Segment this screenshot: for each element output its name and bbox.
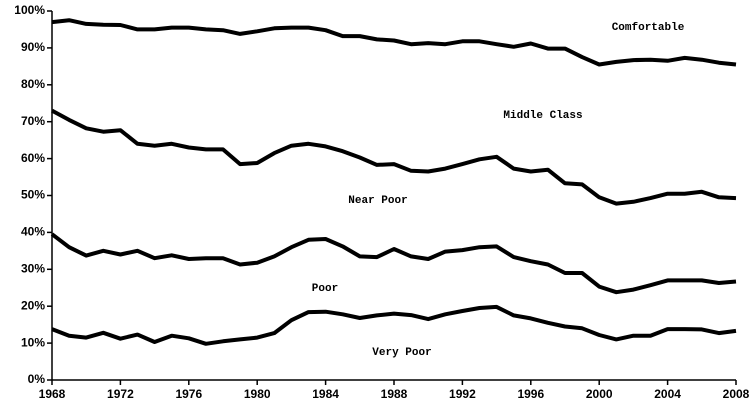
y-tick-label: 0% — [28, 372, 46, 386]
y-tick-label: 90% — [21, 40, 45, 54]
x-tick-label: 1972 — [107, 387, 134, 401]
region-label: Middle Class — [503, 110, 582, 122]
region-label: Poor — [312, 283, 338, 295]
y-tick-label: 10% — [21, 335, 45, 349]
x-tick-label: 1968 — [39, 387, 66, 401]
x-tick-label: 1976 — [175, 387, 202, 401]
x-tick-label: 1984 — [312, 387, 339, 401]
x-tick-label: 1996 — [517, 387, 544, 401]
x-tick-label: 1988 — [381, 387, 408, 401]
region-label: Comfortable — [612, 22, 685, 34]
y-tick-label: 50% — [21, 188, 45, 202]
y-tick-label: 20% — [21, 298, 45, 312]
x-tick-label: 2008 — [723, 387, 750, 401]
series-line — [51, 18, 737, 67]
x-tick-label: 1992 — [449, 387, 476, 401]
series-line — [50, 232, 737, 295]
y-tick-label: 60% — [21, 151, 45, 165]
x-tick-label: 2000 — [586, 387, 613, 401]
y-tick-label: 70% — [21, 114, 45, 128]
y-tick-label: 100% — [14, 3, 45, 17]
y-tick-label: 40% — [21, 225, 45, 239]
y-tick-label: 80% — [21, 77, 45, 91]
y-tick-label: 30% — [21, 261, 45, 275]
series-line — [51, 304, 737, 346]
x-tick-label: 1980 — [244, 387, 271, 401]
series-line — [51, 108, 737, 206]
x-tick-label: 2004 — [654, 387, 681, 401]
region-label: Near Poor — [348, 195, 407, 207]
region-label: Very Poor — [372, 347, 431, 359]
